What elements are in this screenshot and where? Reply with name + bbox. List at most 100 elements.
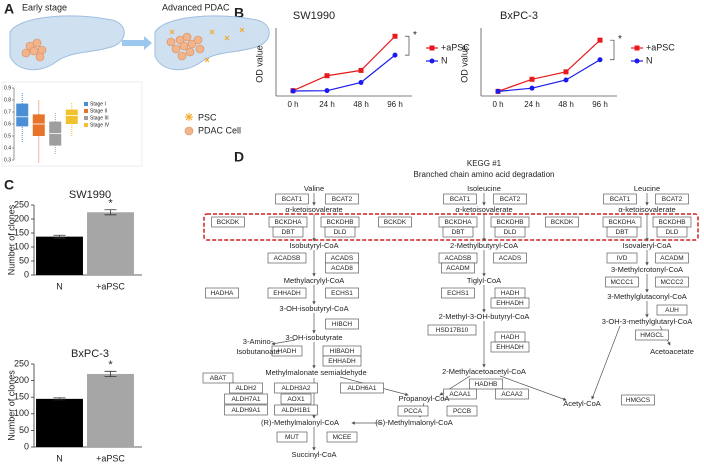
y-tick-label: 200 — [14, 375, 29, 385]
enzyme-box — [267, 287, 307, 299]
bar — [36, 398, 83, 447]
enzyme-label: ACAA1 — [449, 391, 471, 398]
compound-label: 2-Methylbutyryl-CoA — [450, 241, 518, 250]
enzyme-box — [325, 193, 359, 205]
pathway-title: KEGG #1 — [467, 159, 502, 168]
marker — [290, 88, 296, 94]
enzyme-label: EHHADH — [496, 300, 524, 307]
enzyme-label: HADH — [501, 290, 520, 297]
y-tick-label: 0.6 — [4, 121, 11, 127]
enzyme-box — [322, 355, 362, 367]
x-tick-label: N — [56, 281, 63, 291]
compound-label: Acetoacetate — [650, 347, 694, 356]
enzyme-box — [603, 193, 637, 205]
compound-label: 3-Amino- — [243, 337, 274, 346]
box — [16, 103, 29, 127]
enzyme-box — [202, 372, 234, 384]
arrow — [499, 375, 567, 401]
compound-label: α-ketoisovalerate — [455, 205, 512, 214]
enzyme-label: BCKDK — [551, 219, 574, 226]
enzyme-box — [378, 216, 412, 228]
marker — [529, 76, 535, 82]
marker — [597, 57, 603, 63]
enzyme-label: ACADS — [331, 255, 354, 262]
enzyme-box — [326, 431, 358, 443]
enzyme-label: ALDH6A1 — [348, 385, 377, 392]
y-tick-label: 50 — [19, 255, 29, 265]
enzyme-label: DBT — [616, 229, 629, 236]
x-tick-label: 0 h — [287, 100, 298, 109]
enzyme-box — [443, 193, 477, 205]
enzyme-label: ECHS1 — [447, 290, 469, 297]
arrow — [591, 325, 621, 400]
enzyme-box — [271, 345, 303, 357]
legend-label: Stage III — [90, 115, 109, 121]
legend-label: N — [646, 55, 653, 65]
panel-label: D — [234, 149, 244, 165]
enzyme-box — [655, 252, 689, 264]
enzyme-label: BCKDHB — [326, 219, 353, 226]
y-tick-label: 0.8 — [4, 97, 11, 103]
enzyme-label: ACADS — [499, 255, 522, 262]
legend-marker — [634, 45, 640, 51]
enzyme-label: MUT — [285, 434, 299, 441]
enzyme-box — [494, 226, 526, 238]
legend-marker — [429, 58, 435, 64]
y-tick-label: 0 — [24, 441, 29, 451]
panel-label: A — [4, 1, 14, 17]
compound-label: Isoleucine — [467, 184, 501, 193]
panel-label: B — [234, 5, 244, 21]
enzyme-label: BCKDHA — [274, 219, 302, 226]
enzyme-box — [656, 304, 688, 316]
enzyme-box — [325, 262, 359, 274]
enzyme-box — [655, 276, 689, 288]
enzyme-label: ACAD8 — [331, 265, 353, 272]
marker — [358, 79, 364, 85]
enzyme-label: BCKDHA — [444, 219, 472, 226]
compound-label: 3-OH-isobutyrate — [285, 333, 342, 342]
y-tick-label: 0.7 — [4, 109, 11, 115]
enzyme-label: IVD — [617, 255, 628, 262]
compound-label: Succinyl-CoA — [291, 450, 336, 459]
enzyme-label: BCAT2 — [332, 196, 353, 203]
compound-label: α-ketoisovalerate — [618, 205, 675, 214]
annotation: * — [108, 359, 113, 371]
x-tick-label: 96 h — [592, 100, 608, 109]
compound-label: Acetyl-CoA — [563, 399, 601, 408]
compound-label: 3-OH-3-methylglutaryl-CoA — [602, 317, 692, 326]
annotation: * — [413, 30, 417, 41]
compound-label: Isobutyryl-CoA — [289, 241, 338, 250]
enzyme-label: ECHS1 — [331, 290, 353, 297]
panel-label: C — [4, 177, 14, 193]
marker — [358, 67, 364, 73]
enzyme-box — [441, 287, 475, 299]
marker — [392, 52, 398, 58]
compound-label: 3-Methylglutaconyl-CoA — [607, 292, 687, 301]
line — [497, 59, 601, 92]
x-tick-label: 48 h — [558, 100, 574, 109]
enzyme-label: PCCB — [453, 408, 471, 415]
enzyme-box — [621, 394, 655, 406]
y-tick-label: 150 — [14, 392, 29, 402]
annotation: * — [618, 34, 622, 45]
y-tick-label: 100 — [14, 241, 29, 251]
enzyme-box — [606, 226, 638, 238]
enzyme-label: HIBCH — [332, 321, 353, 328]
bar — [36, 236, 83, 275]
enzyme-label: EHHADH — [328, 358, 356, 365]
enzyme-label: ACADM — [446, 265, 469, 272]
enzyme-label: ALDH2 — [236, 385, 257, 392]
enzyme-box — [605, 276, 639, 288]
enzyme-label: HSD17B10 — [436, 327, 469, 334]
compound-label: Leucine — [634, 184, 660, 193]
error-bar — [104, 209, 117, 216]
enzyme-box — [325, 287, 359, 299]
compound-label: Propanoyl-CoA — [399, 394, 450, 403]
enzyme-label: AOX1 — [287, 396, 305, 403]
error-bar — [104, 370, 117, 378]
enzyme-label: BCAT1 — [282, 196, 303, 203]
enzyme-box — [469, 378, 503, 390]
legend-label: N — [441, 55, 448, 65]
illustration: Early stage Advanced PDAC PSC PDAC Cell — [9, 2, 270, 135]
enzyme-label: MCCC1 — [610, 279, 633, 286]
